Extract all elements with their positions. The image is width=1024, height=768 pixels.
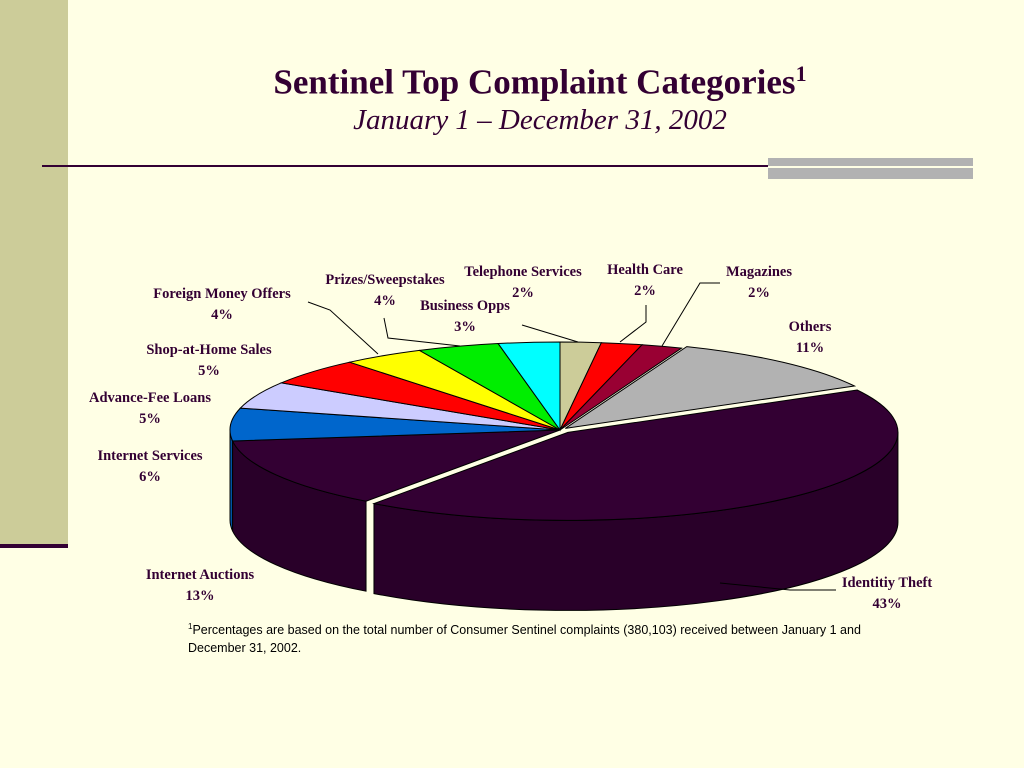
title-rule-accent xyxy=(768,158,973,179)
pie-slice-others xyxy=(565,346,857,429)
pie-slice-business-opps xyxy=(497,341,561,432)
slide-subtitle: January 1 – December 31, 2002 xyxy=(353,104,727,136)
value-label-advance-fee-loans: 5% xyxy=(139,411,161,427)
title-rule-accent-gap xyxy=(768,166,973,168)
pie-slice-internet-services xyxy=(229,407,561,442)
leader-line-telephone-services xyxy=(521,324,579,343)
value-label-others: 11% xyxy=(796,340,824,356)
label-magazines: Magazines xyxy=(726,264,792,280)
pie-leaders xyxy=(307,282,836,591)
pie-slice-identitiy-theft xyxy=(372,389,899,521)
value-label-shop-at-home-sales: 5% xyxy=(198,363,220,379)
value-label-internet-auctions: 13% xyxy=(186,588,215,604)
leader-line-identitiy-theft xyxy=(719,582,836,591)
pie-slice-internet-auctions xyxy=(231,429,561,502)
value-label-prizes-sweepstakes: 4% xyxy=(374,293,396,309)
title-rule xyxy=(42,165,972,167)
slide-title: Sentinel Top Complaint Categories1 xyxy=(273,61,807,102)
value-label-business-opps: 3% xyxy=(454,319,476,335)
value-label-telephone-services: 2% xyxy=(512,285,534,301)
leader-line-magazines xyxy=(661,282,720,347)
label-business-opps: Business Opps xyxy=(420,298,510,314)
label-foreign-money-offers: Foreign Money Offers xyxy=(153,286,291,302)
label-internet-auctions: Internet Auctions xyxy=(146,567,255,583)
left-accent-line xyxy=(0,544,68,548)
leader-line-health-care xyxy=(619,305,647,343)
label-shop-at-home-sales: Shop-at-Home Sales xyxy=(146,342,272,358)
label-health-care: Health Care xyxy=(607,262,683,278)
value-label-magazines: 2% xyxy=(748,285,770,301)
label-others: Others xyxy=(789,319,832,335)
leader-line-foreign-money-offers xyxy=(307,301,379,355)
pie-labels: Telephone Services 2% Health Care 2% Magazin… xyxy=(89,262,932,612)
pie-tops xyxy=(229,341,899,521)
label-identitiy-theft: Identitiy Theft xyxy=(842,575,933,591)
value-label-internet-services: 6% xyxy=(139,469,161,485)
label-advance-fee-loans: Advance-Fee Loans xyxy=(89,390,211,406)
label-prizes-sweepstakes: Prizes/Sweepstakes xyxy=(325,272,445,288)
pie-slice-magazines xyxy=(559,344,683,431)
left-accent-bar xyxy=(0,0,68,546)
label-internet-services: Internet Services xyxy=(97,448,202,464)
footnote: 1Percentages are based on the total numb… xyxy=(188,622,861,656)
value-label-foreign-money-offers: 4% xyxy=(211,307,233,323)
label-telephone-services: Telephone Services xyxy=(464,264,582,280)
leader-line-prizes-sweepstakes xyxy=(383,317,461,347)
value-label-health-care: 2% xyxy=(634,283,656,299)
value-label-identitiy-theft: 43% xyxy=(873,596,902,612)
